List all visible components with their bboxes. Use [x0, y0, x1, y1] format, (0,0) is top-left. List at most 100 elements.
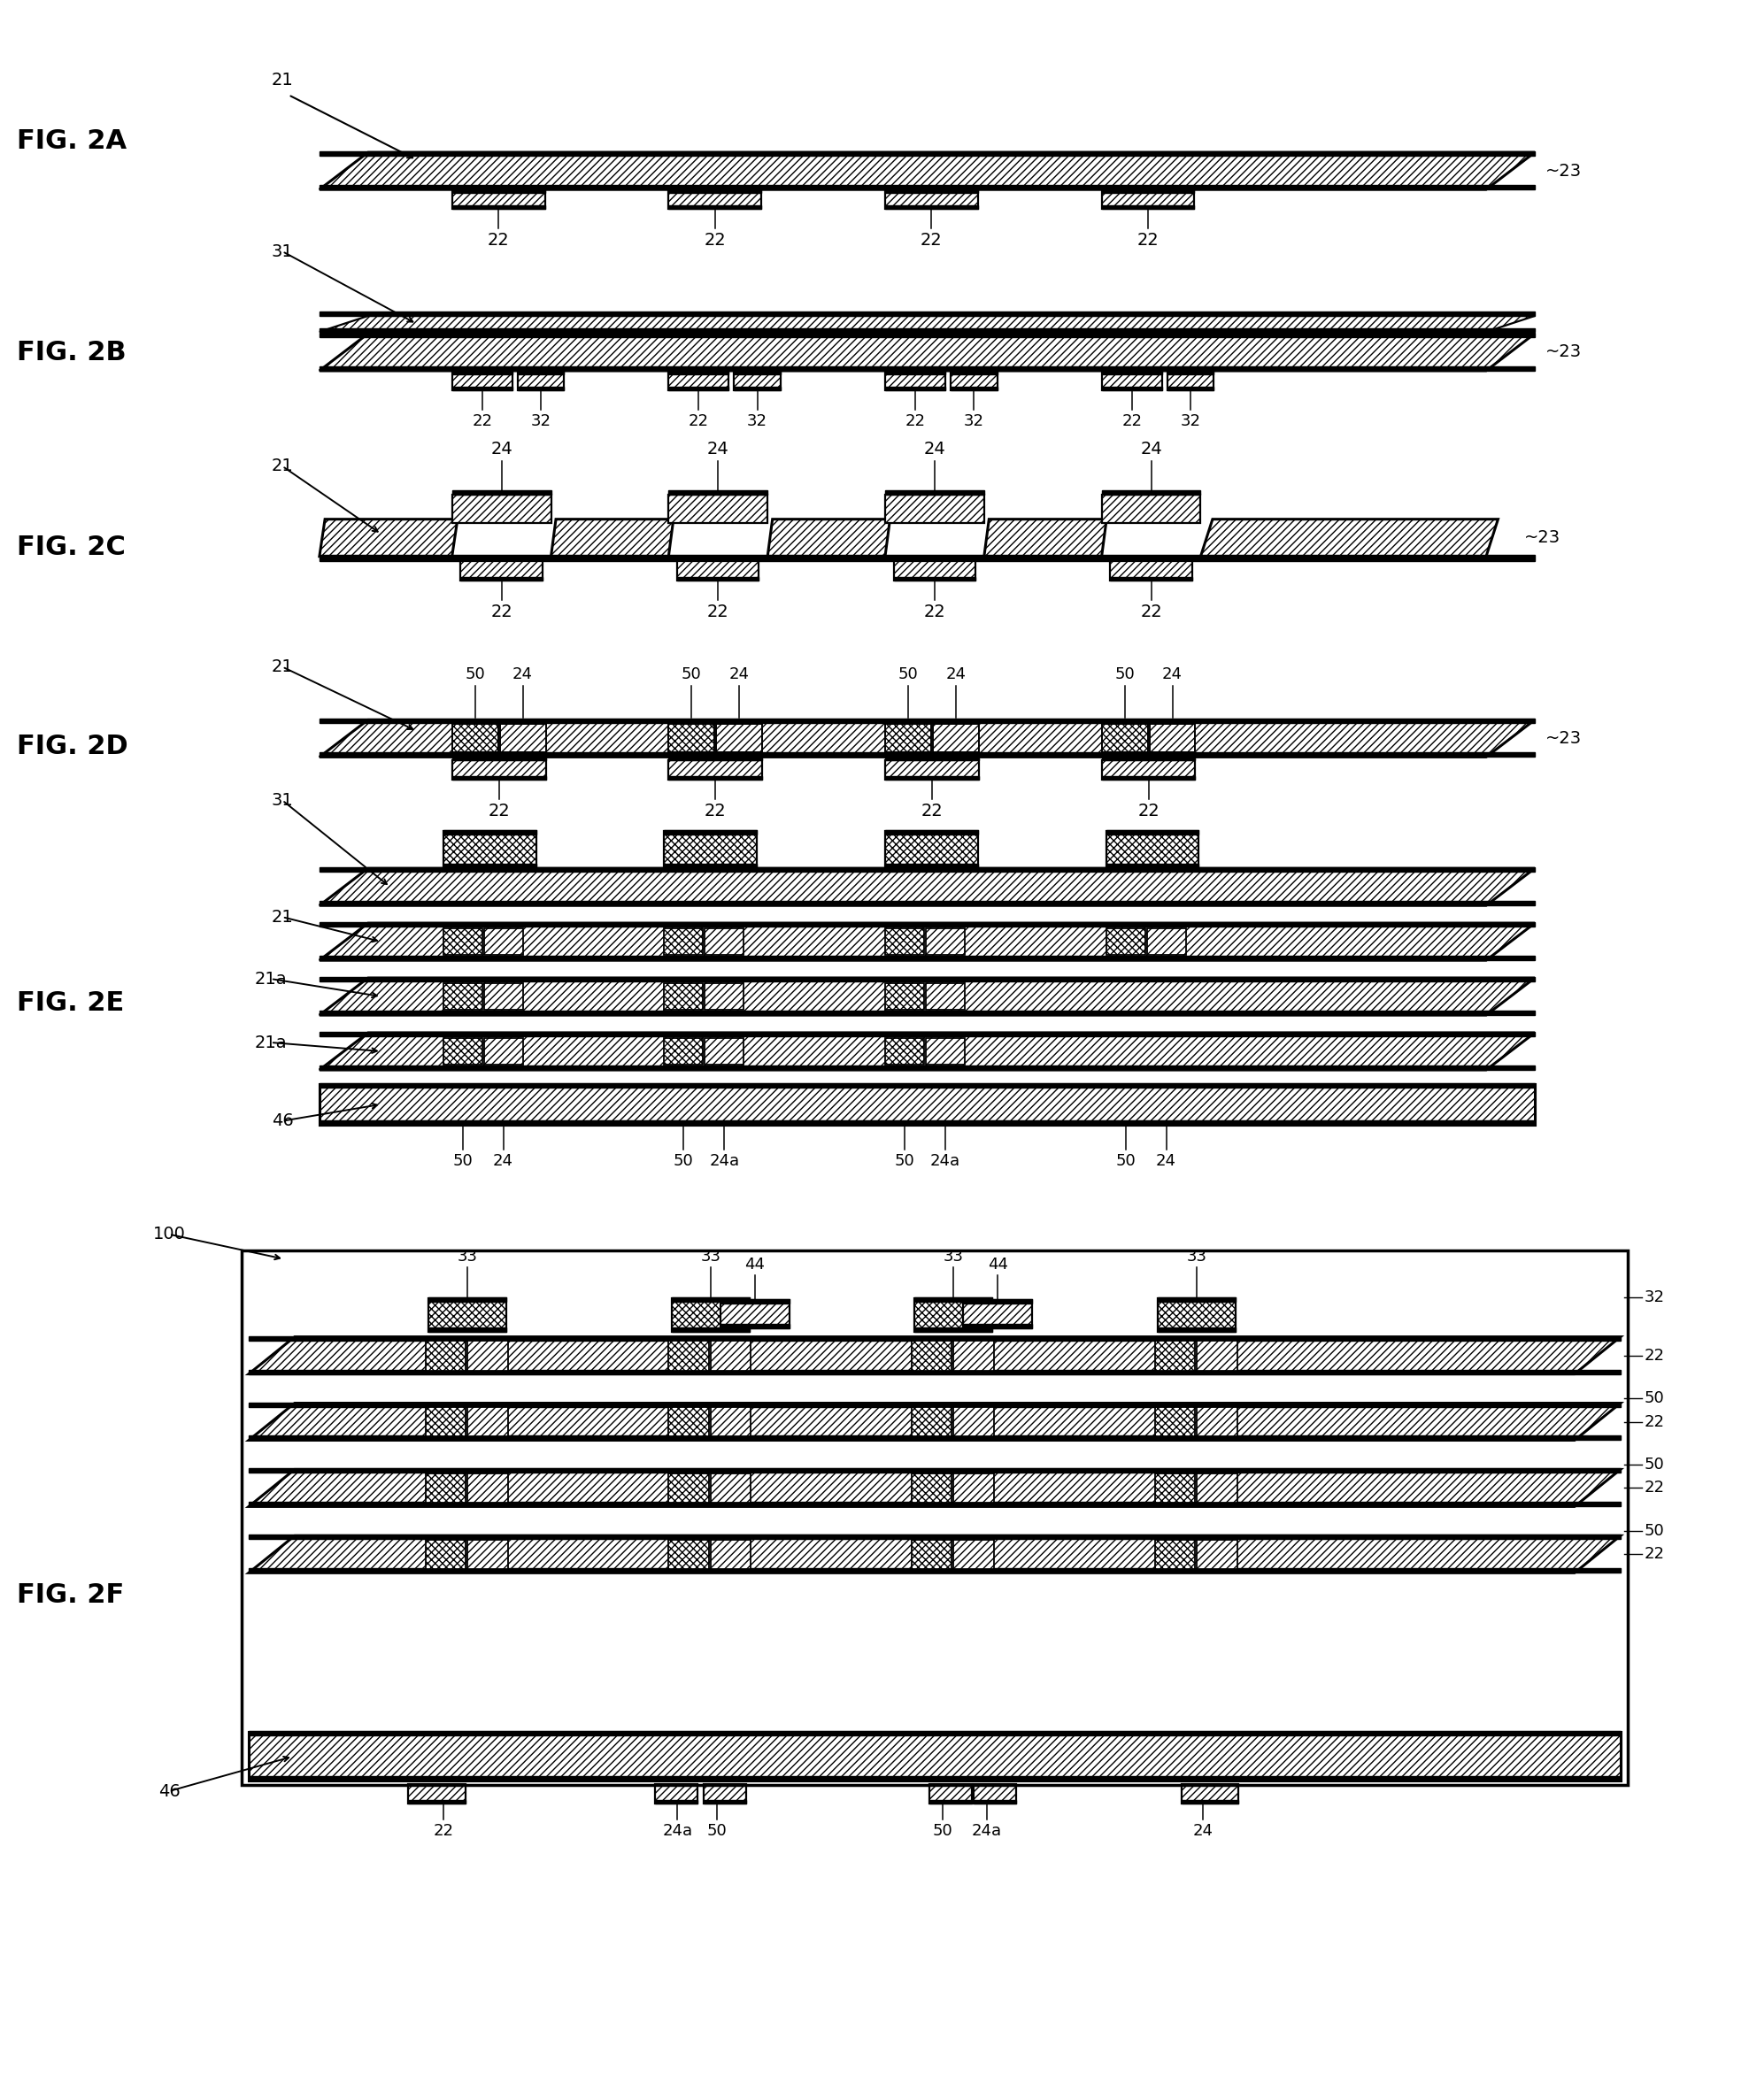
Text: 46: 46 [157, 1783, 180, 1800]
Bar [1102, 756, 1195, 760]
Text: 22: 22 [1644, 1413, 1665, 1430]
Bar [1105, 830, 1198, 836]
Bar [885, 368, 946, 374]
Polygon shape [320, 1033, 1536, 1069]
Polygon shape [320, 153, 1536, 189]
Text: 24: 24 [1161, 668, 1182, 682]
Text: 21a: 21a [255, 1033, 287, 1050]
Text: 31: 31 [271, 792, 294, 808]
Text: 32: 32 [1181, 414, 1200, 428]
Text: 31: 31 [271, 244, 294, 260]
Bar [442, 830, 535, 836]
Text: 32: 32 [1644, 1289, 1665, 1304]
Bar [703, 1785, 747, 1804]
Bar [1102, 760, 1195, 779]
Text: 22: 22 [922, 802, 943, 819]
Bar [929, 1785, 972, 1804]
Bar [885, 189, 978, 210]
Bar [467, 1407, 507, 1436]
Bar [915, 1298, 992, 1331]
Bar [1154, 1340, 1195, 1371]
Text: 22: 22 [1644, 1348, 1665, 1363]
Bar [951, 372, 997, 391]
Text: 24a: 24a [930, 1153, 960, 1170]
Bar [1154, 1539, 1195, 1569]
Bar [320, 1010, 1536, 1014]
Text: 24: 24 [493, 1153, 514, 1170]
Text: 22: 22 [1137, 231, 1160, 248]
Text: 22: 22 [689, 414, 708, 428]
Bar [953, 1340, 993, 1371]
Bar [885, 187, 978, 193]
Bar [885, 760, 979, 779]
Bar [665, 928, 703, 956]
Text: 50: 50 [897, 668, 918, 682]
Bar [925, 983, 965, 1010]
Text: 22: 22 [1644, 1546, 1665, 1562]
Text: 32: 32 [530, 414, 551, 428]
Bar [885, 724, 930, 752]
Bar [484, 983, 523, 1010]
Bar [1105, 832, 1198, 869]
Bar [467, 1539, 507, 1569]
Bar [1105, 863, 1198, 869]
Bar [705, 928, 743, 956]
Bar [248, 1732, 1621, 1781]
Bar [668, 1539, 708, 1569]
Bar [1102, 777, 1195, 779]
Text: 44: 44 [745, 1256, 764, 1273]
Bar [518, 386, 563, 391]
Bar [320, 1084, 1536, 1126]
Bar [1105, 928, 1146, 956]
Text: 22: 22 [1644, 1480, 1665, 1495]
Bar [964, 1323, 1032, 1327]
Bar [672, 1298, 749, 1331]
Bar [1147, 928, 1186, 956]
Text: 24: 24 [946, 668, 965, 682]
Bar [710, 1539, 750, 1569]
Bar [953, 1407, 993, 1436]
Text: 50: 50 [707, 1823, 728, 1840]
Bar [1196, 1340, 1237, 1371]
Bar [1102, 187, 1195, 193]
Bar [668, 206, 761, 210]
Bar [425, 1340, 465, 1371]
Polygon shape [320, 315, 1536, 332]
Bar [320, 185, 1536, 189]
Bar [451, 189, 546, 210]
Bar [484, 928, 523, 956]
Bar [735, 372, 780, 391]
Bar [677, 578, 759, 580]
Bar [467, 1340, 507, 1371]
Bar [953, 1472, 993, 1504]
Text: 44: 44 [988, 1256, 1007, 1273]
Bar [710, 1340, 750, 1371]
Text: 22: 22 [488, 231, 509, 248]
Bar [665, 832, 757, 869]
Bar [911, 1340, 951, 1371]
Bar [721, 1298, 789, 1304]
Bar [885, 206, 978, 210]
Text: 22: 22 [1137, 802, 1160, 819]
Text: 24: 24 [729, 668, 749, 682]
Text: 50: 50 [1644, 1522, 1665, 1539]
Text: 21: 21 [271, 909, 294, 926]
Text: FIG. 2D: FIG. 2D [17, 733, 128, 760]
Bar [320, 901, 1536, 905]
Text: 22: 22 [490, 603, 512, 620]
Bar [248, 1336, 1621, 1340]
Text: 24a: 24a [972, 1823, 1002, 1840]
Text: 21: 21 [271, 71, 294, 88]
Text: 21: 21 [271, 458, 294, 475]
Bar [932, 724, 979, 752]
Bar [248, 1730, 1621, 1737]
Bar [885, 928, 923, 956]
Bar [451, 494, 551, 523]
Polygon shape [320, 720, 1536, 756]
Bar [442, 928, 483, 956]
Bar [668, 372, 729, 391]
Bar [885, 830, 978, 836]
Text: 50: 50 [1644, 1390, 1665, 1407]
Bar [721, 1323, 789, 1327]
Text: 22: 22 [923, 603, 946, 620]
